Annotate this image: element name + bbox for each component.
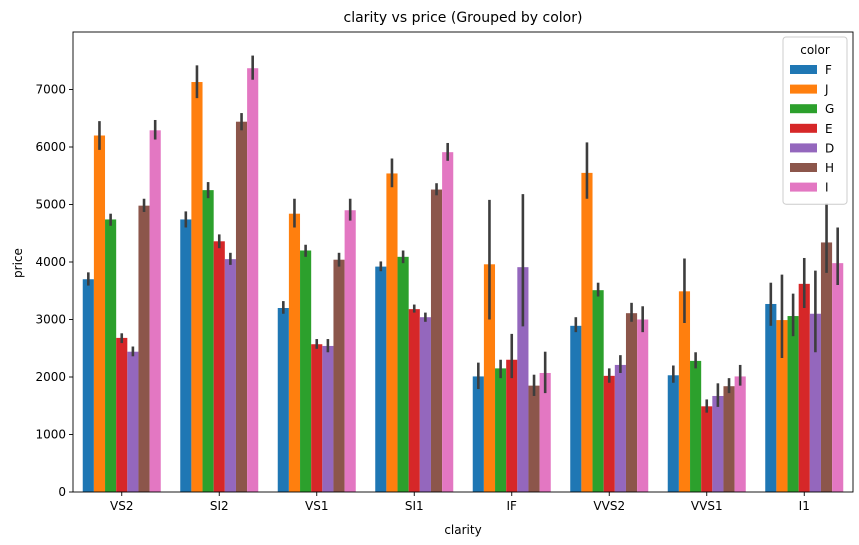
legend-label-j: J	[824, 83, 829, 97]
bar-si1-h	[430, 189, 443, 493]
legend-label-e: E	[825, 122, 833, 136]
chart-title: clarity vs price (Grouped by color)	[344, 10, 583, 26]
bar-si1-e	[408, 309, 420, 492]
bar-vs1-f	[277, 308, 289, 492]
bar-i1-g	[787, 316, 799, 492]
legend-label-g: G	[825, 102, 834, 116]
y-tick-label: 5000	[35, 198, 66, 212]
bar-vs1-i	[344, 210, 356, 492]
bar-vs2-e	[116, 337, 128, 492]
bar-si1-j	[386, 173, 398, 492]
y-tick-label: 1000	[35, 428, 66, 442]
bar-si1-f	[375, 266, 387, 492]
x-tick-label-vvs2: VVS2	[593, 499, 625, 513]
bar-si2-e	[213, 241, 225, 492]
bar-vs1-j	[288, 213, 301, 492]
x-tick-label-i1: I1	[799, 499, 810, 513]
x-axis-label: clarity	[444, 523, 481, 537]
bar-vs2-i	[149, 130, 161, 492]
bar-vvs2-h	[625, 313, 638, 492]
bar-si2-f	[180, 219, 192, 492]
legend-swatch-g	[790, 104, 817, 114]
y-tick-label: 0	[58, 485, 66, 499]
legend-swatch-d	[790, 143, 817, 153]
bar-vvs1-h	[723, 386, 735, 492]
bar-vs1-e	[311, 344, 323, 492]
bar-vvs1-i	[734, 376, 746, 492]
bar-si2-j	[191, 82, 203, 492]
bar-vs1-h	[333, 259, 345, 492]
legend-box	[782, 36, 848, 205]
legend-swatch-f	[790, 65, 817, 74]
bar-i1-j	[776, 320, 788, 492]
x-tick-label-si2: SI2	[210, 499, 229, 513]
x-tick-label-vs2: VS2	[110, 499, 133, 513]
bar-vs2-d	[127, 351, 139, 492]
bar-si1-g	[397, 256, 409, 492]
bar-i1-i	[832, 263, 844, 492]
bar-if-f	[472, 376, 484, 492]
bar-vvs2-g	[592, 290, 604, 492]
legend-label-f: F	[825, 63, 832, 77]
bar-i1-h	[820, 242, 833, 492]
bars	[82, 68, 844, 493]
bar-vvs2-d	[614, 364, 626, 492]
legend-label-d: D	[825, 141, 834, 155]
bar-si2-d	[224, 259, 236, 493]
bar-si1-d	[419, 317, 431, 492]
bar-si1-i	[442, 152, 454, 492]
legend-label-i: I	[825, 181, 829, 195]
bar-vs2-g	[105, 219, 117, 492]
error-bars	[87, 55, 839, 413]
legend-title: color	[800, 43, 830, 57]
bar-if-j	[483, 264, 496, 492]
bar-vs1-d	[322, 345, 334, 492]
bar-i1-f	[765, 303, 777, 492]
y-tick-label: 4000	[35, 255, 66, 269]
bar-si2-h	[235, 121, 248, 492]
bar-vvs1-d	[712, 395, 724, 492]
bar-vvs2-f	[570, 325, 582, 492]
y-tick-label: 6000	[35, 140, 66, 154]
x-tick-label-vs1: VS1	[305, 499, 328, 513]
bar-vvs1-e	[701, 406, 713, 492]
bar-i1-d	[809, 313, 821, 492]
bar-vvs2-i	[637, 319, 649, 492]
bar-si2-i	[247, 68, 259, 492]
axes: 0 1000 2000 3000 4000 5000 6000 7000 VS2 SI2 VS1 SI…	[35, 31, 854, 513]
bar-vs2-j	[93, 135, 106, 492]
y-axis-label: price	[11, 248, 25, 278]
bar-vvs2-j	[581, 172, 593, 493]
bar-if-e	[506, 359, 518, 492]
bar-if-i	[539, 372, 551, 492]
y-tick-label: 7000	[35, 83, 66, 97]
y-tick-label: 3000	[35, 313, 66, 327]
x-tick-label-vvs1: VVS1	[691, 499, 723, 513]
bar-if-h	[528, 385, 540, 493]
bar-i1-e	[798, 283, 810, 492]
legend-label-h: H	[825, 161, 834, 175]
bar-vvs2-e	[603, 375, 615, 492]
bar-if-g	[495, 368, 507, 493]
bar-vs2-h	[138, 205, 150, 492]
bar-if-d	[517, 267, 529, 492]
bar-vs2-f	[82, 279, 94, 492]
bar-si2-g	[202, 190, 214, 493]
bar-vvs1-f	[667, 375, 679, 492]
x-tick-label-if: IF	[507, 499, 518, 513]
legend-swatch-i	[790, 182, 817, 192]
legend-swatch-j	[790, 84, 817, 94]
bar-vs1-g	[300, 250, 312, 492]
bar-vvs1-g	[690, 360, 702, 492]
bar-vvs1-j	[678, 291, 691, 492]
x-tick-label-si1: SI1	[405, 499, 424, 513]
y-tick-label: 2000	[35, 370, 66, 384]
legend-swatch-h	[790, 163, 817, 172]
legend-swatch-e	[790, 123, 817, 133]
